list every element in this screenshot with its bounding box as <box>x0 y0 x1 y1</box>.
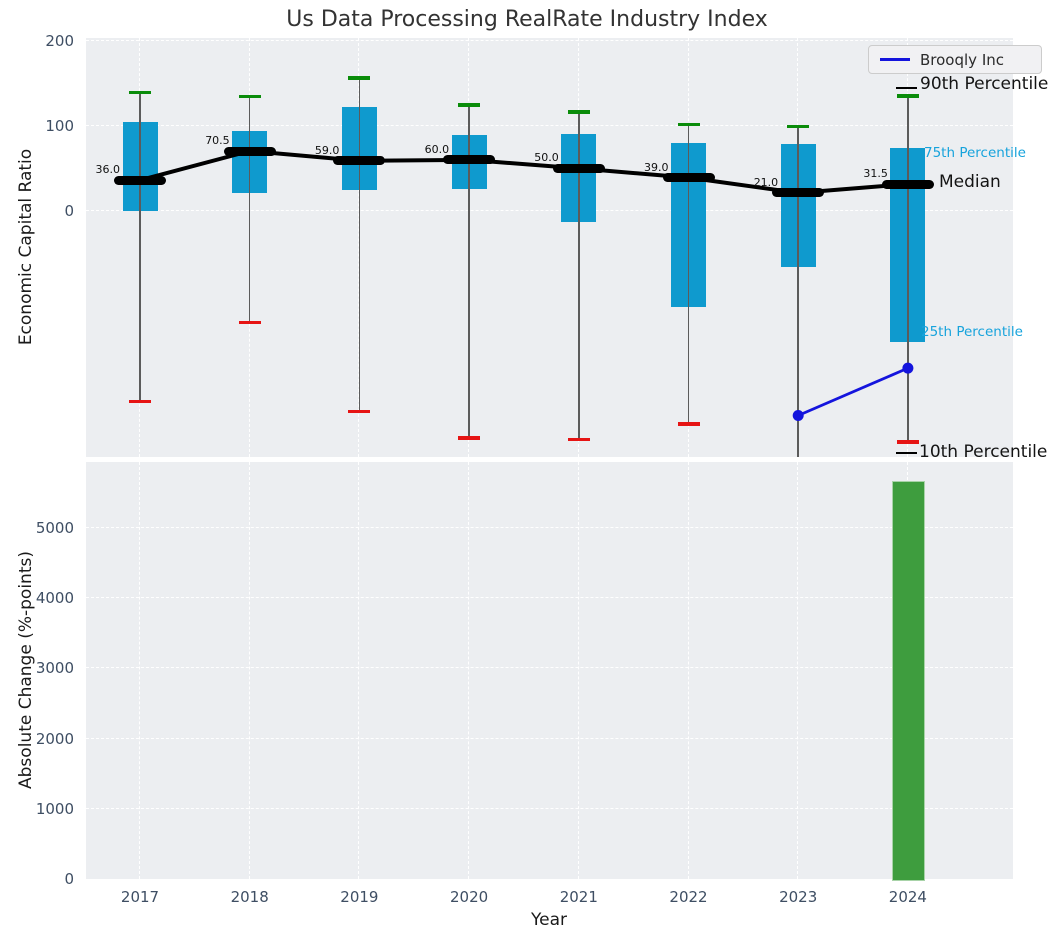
whisker-2019 <box>358 77 361 412</box>
bottom-y-tick-4000: 4000 <box>35 589 74 608</box>
p10-leader-line <box>896 452 917 454</box>
bottom-plot-area <box>86 462 1013 879</box>
p90-cap-2017 <box>129 90 151 95</box>
whisker-2024 <box>907 95 909 442</box>
bottom-gridline-h <box>86 737 1013 739</box>
p90-annotation: 90th Percentile <box>920 74 1049 94</box>
top-gridline-h <box>86 40 1013 42</box>
median-marker-2024 <box>881 179 934 189</box>
chart-title: Us Data Processing RealRate Industry Ind… <box>286 7 768 32</box>
median-value-label-2024: 31.5 <box>863 167 888 180</box>
bottom-gridline-h <box>86 807 1013 809</box>
top-gridline-h <box>86 209 1013 211</box>
p10-cap-2021 <box>567 437 590 442</box>
whisker-2022 <box>687 124 690 424</box>
bottom-y-tick-2000: 2000 <box>35 729 74 748</box>
bottom-gridline-v <box>577 462 579 879</box>
p90-cap-2022 <box>677 122 700 127</box>
p10-cap-2022 <box>677 422 700 426</box>
bottom-gridline-v <box>468 462 470 879</box>
bottom-gridline-h <box>86 667 1013 669</box>
bottom-y-tick-5000: 5000 <box>35 518 74 537</box>
bottom-y-tick-1000: 1000 <box>35 799 74 818</box>
change-bar-2024 <box>892 480 926 881</box>
x-tick-2024: 2024 <box>888 888 927 906</box>
p10-cap-2020 <box>458 436 481 440</box>
bottom-y-tick-3000: 3000 <box>35 659 74 678</box>
top-plot-area <box>86 38 1013 457</box>
median-marker-2019 <box>333 156 386 166</box>
whisker-2017 <box>139 92 141 402</box>
p10-annotation: 10th Percentile <box>919 442 1048 462</box>
top-gridline-h <box>86 125 1013 127</box>
median-value-label-2020: 60.0 <box>424 142 450 156</box>
p90-cap-2023 <box>787 124 810 129</box>
p90-cap-2020 <box>458 103 481 107</box>
bottom-gridline-h <box>86 597 1013 599</box>
median-marker-2023 <box>772 188 825 198</box>
bottom-y-axis-label: Absolute Change (%-points) <box>16 551 36 789</box>
p75-annotation: 75th Percentile <box>924 145 1026 161</box>
median-value-label-2021: 50.0 <box>534 151 559 165</box>
p10-cap-2019 <box>348 409 371 414</box>
legend-label: Brooqly Inc <box>920 50 1004 69</box>
bottom-gridline-v <box>358 462 360 879</box>
x-tick-2023: 2023 <box>779 888 818 906</box>
whisker-2021 <box>578 111 580 440</box>
p90-cap-2024 <box>896 94 919 98</box>
p25-annotation: 25th Percentile <box>921 324 1023 340</box>
bottom-y-tick-0: 0 <box>64 870 74 888</box>
median-value-label-2022: 39.0 <box>644 160 669 174</box>
p10-cap-2018 <box>238 320 261 325</box>
p10-cap-2024 <box>896 440 919 444</box>
p90-leader-line <box>896 87 917 89</box>
x-tick-2019: 2019 <box>340 888 379 906</box>
median-value-label-2023: 21.0 <box>753 175 779 189</box>
median-annotation: Median <box>939 172 1001 192</box>
bottom-gridline-h <box>86 526 1013 528</box>
median-value-label-2018: 70.5 <box>205 134 230 147</box>
legend-line-sample <box>880 58 910 61</box>
p10-cap-2017 <box>129 399 151 404</box>
p90-cap-2018 <box>238 94 261 99</box>
top-y-tick-0: 0 <box>64 201 74 220</box>
bottom-gridline-v <box>687 462 689 879</box>
bottom-gridline-v <box>139 462 140 879</box>
legend: Brooqly Inc <box>868 45 1042 74</box>
median-value-label-2017: 36.0 <box>95 163 121 177</box>
median-marker-2018 <box>223 146 276 156</box>
median-value-label-2019: 59.0 <box>314 143 340 157</box>
median-marker-2022 <box>662 173 715 183</box>
bottom-gridline-v <box>248 462 250 879</box>
bottom-gridline-v <box>797 462 799 879</box>
top-y-tick-100: 100 <box>45 117 74 136</box>
x-tick-2018: 2018 <box>230 888 269 906</box>
x-tick-2020: 2020 <box>450 888 489 906</box>
median-marker-2020 <box>443 155 496 165</box>
whisker-2018 <box>248 96 251 323</box>
whisker-2023 <box>797 126 799 457</box>
p90-cap-2021 <box>567 110 590 114</box>
top-y-axis-label: Economic Capital Ratio <box>16 148 36 346</box>
x-tick-2022: 2022 <box>669 888 708 906</box>
x-axis-label: Year <box>531 910 567 930</box>
x-tick-2021: 2021 <box>559 888 598 906</box>
top-y-tick-200: 200 <box>45 32 74 51</box>
whisker-2020 <box>468 104 470 438</box>
p90-cap-2019 <box>348 76 371 80</box>
median-marker-2017 <box>114 175 166 185</box>
x-tick-2017: 2017 <box>120 888 160 906</box>
median-marker-2021 <box>552 163 605 173</box>
